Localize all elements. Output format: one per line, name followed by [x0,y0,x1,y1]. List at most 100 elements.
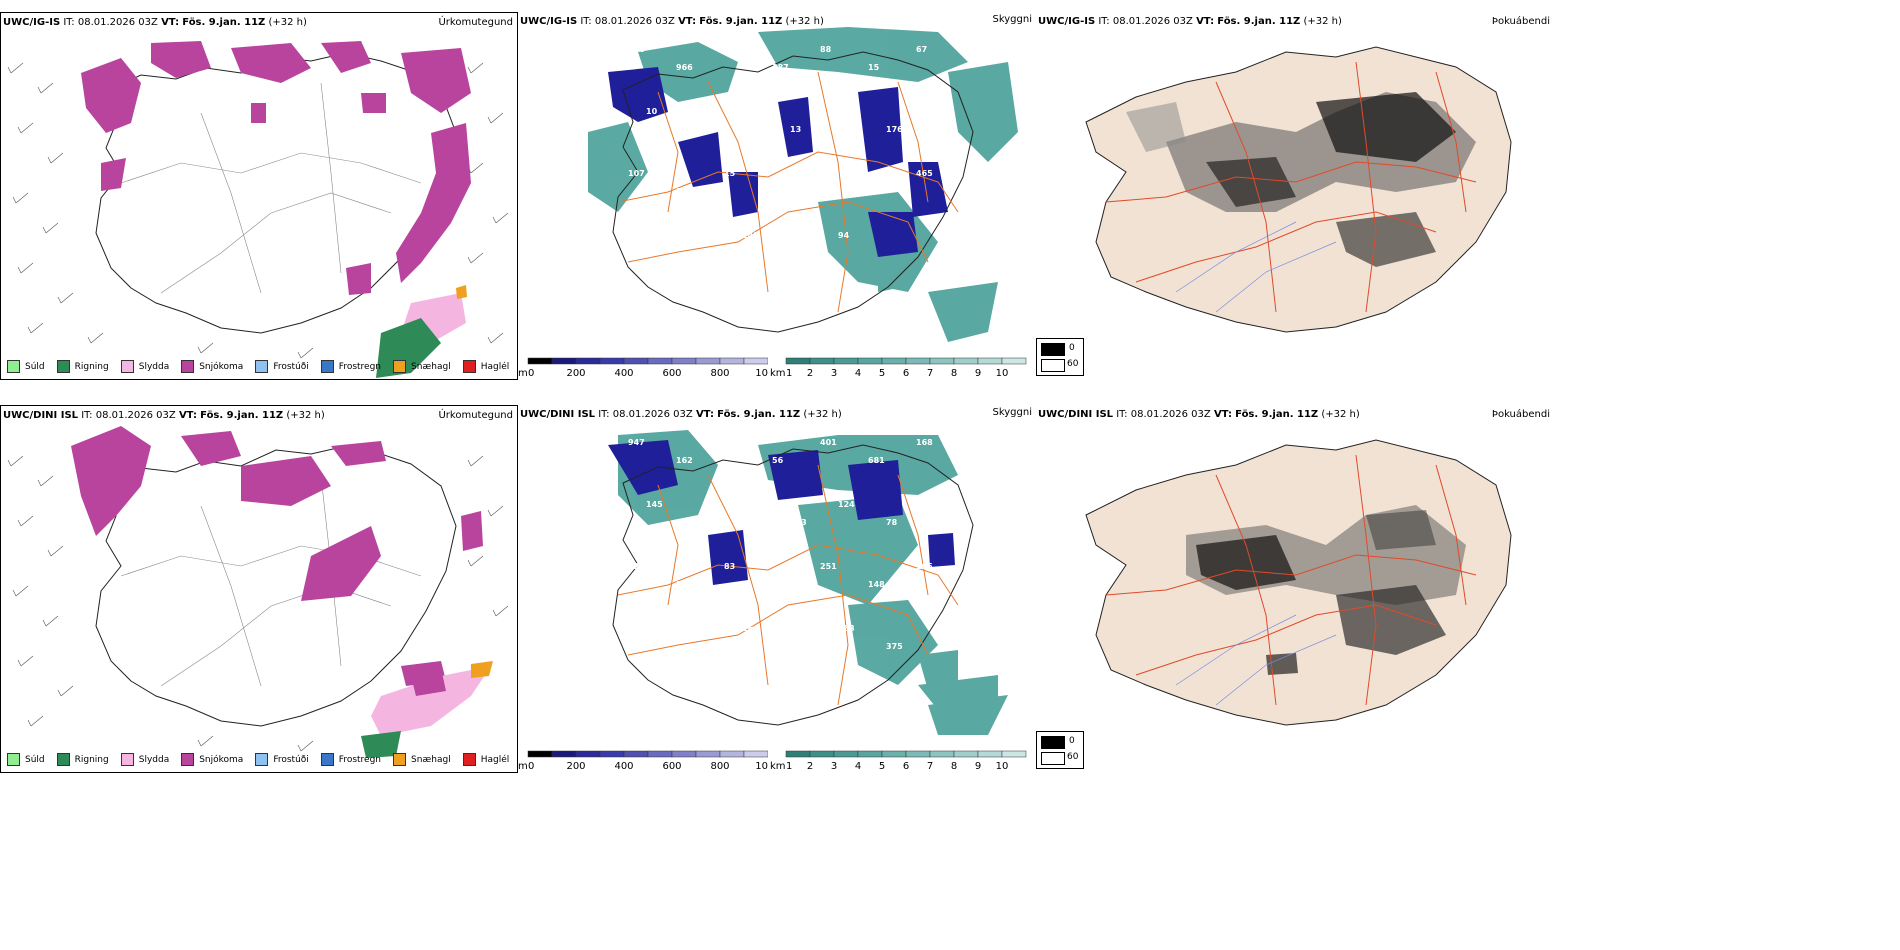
vis-blue-areas [608,440,955,585]
vis-m-colorbar: m0 200 400 600 800 1000 [518,750,768,772]
legend-swatch [462,753,476,766]
colorbar-cell [719,750,745,758]
sleet-areas [376,285,467,378]
colorbar-tick: 10 [996,761,1009,772]
vis-value: 145 [772,187,789,196]
vis-km-colorbar: km 1 2 3 4 5 6 7 8 9 10 [770,357,1027,379]
colorbar-cell [929,357,955,365]
fog-map-igis [1085,46,1512,333]
vis-value: 681 [868,456,885,465]
colorbar-cell [599,357,625,365]
vis-value: 10 [646,107,658,116]
legend-label: Rigning [74,754,109,765]
vis-value: 67 [916,45,927,54]
vis-value: 15 [868,63,880,72]
vis-value: 241 [790,642,807,651]
colorbar-cell [623,750,649,758]
colorbar-tick: 1 [786,761,792,772]
vis-value: 141 [742,231,759,240]
colorbar-unit: km [770,761,786,772]
iceland-outline [612,444,974,726]
colorbar-tick: 200 [566,761,585,772]
product-title: Skyggni [992,14,1032,25]
vis-value: 187 [772,63,789,72]
vis-blue-areas [608,67,948,257]
colorbar-cell [857,750,883,758]
vis-value: 115 [820,169,837,178]
vis-value: 232 [790,249,807,258]
colorbar-unit: km [770,368,786,379]
colorbar-cell [695,750,721,758]
vis-value: 966 [628,45,645,54]
legend-item-5: Frostregn [320,753,382,766]
vis-value: 251 [820,562,837,571]
legend-label: Haglél [480,754,510,765]
legend-label: Frostregn [338,754,382,765]
colorbar-cell [575,357,601,365]
vis-value: 200 [646,624,663,633]
colorbar-tick: 600 [662,368,681,379]
iceland-outline [612,51,974,333]
legend-label: Slydda [138,754,170,765]
vis-value: 993 [868,187,885,196]
visibility-map-dini: 947 162 137 56 401 681 168 145 128 159 103 124 78 104… [608,430,1008,735]
vis-value: 176 [886,125,903,134]
colorbar-cell [575,750,601,758]
vis-value: 168 [916,438,933,447]
sleet-areas [361,661,493,758]
vis-value: 195 [694,642,711,651]
vis-value: 104 [934,500,951,509]
fog-roads [1105,454,1477,706]
legend-item-2: Slydda [120,360,169,373]
vis-value: 165 [916,562,933,571]
product-title: Þokuábendi [1491,16,1550,27]
legend-item-7: Haglél [462,753,510,766]
panel-header: UWC/DINI ISL IT: 08.01.2026 03Z VT: Fös.… [520,409,842,420]
legend-swatch [393,753,407,766]
colorbar-tick: 8 [951,368,957,379]
vis-value: 966 [676,63,693,72]
vis-value: 145 [646,500,663,509]
legend-item-4: Frostúði [255,753,309,766]
colorbar-cell [1001,357,1027,365]
fog-roads [1105,61,1477,313]
legend-swatch [56,753,70,766]
legend-label: Súld [25,361,45,372]
vis-value: 121 [628,562,645,571]
colorbar-tick: 10 [996,368,1009,379]
vis-value: 264 [742,624,759,633]
colorbar-cell [551,750,577,758]
colorbar-tick: 0 [528,368,534,379]
model-name: UWC/DINI ISL [3,410,79,421]
colorbar-tick: 7 [927,368,933,379]
colorbar-tick: 400 [614,368,633,379]
colorbar-tick: 800 [710,761,729,772]
colorbar-cell [671,750,697,758]
legend-label: Snæhagl [411,754,451,765]
visibility-panel-igis: 966 966 938 187 88 15 67 10 160 957 13 84 176 120 107 1… [518,12,1036,380]
colorbar-cell [743,750,768,758]
vis-value: 128 [694,518,711,527]
colorbar-tick: 4 [855,761,861,772]
fog-panel-dini: UWC/DINI ISL IT: 08.01.2026 03Z VT: Fös.… [1036,405,1900,773]
legend-label: Frostúði [273,361,309,372]
colorbar-tick: 1000 [755,761,768,772]
legend-swatch [320,753,334,766]
product-title: Úrkomutegund [438,17,513,28]
product-title: Skyggni [992,407,1032,418]
colorbar-tick: 400 [614,761,633,772]
colorbar-cell [905,750,931,758]
colorbar-cell [881,750,907,758]
legend-label: Frostúði [273,754,309,765]
iceland-outline [95,52,457,334]
legend-label: Snjókoma [199,361,244,372]
product-title: Úrkomutegund [438,410,513,421]
legend-swatch [120,753,134,766]
legend-swatch [462,360,476,373]
colorbar-tick: 1 [786,368,792,379]
rivers [1175,221,1337,313]
colorbar-tick: 0 [528,761,534,772]
vis-value: 15 [724,169,736,178]
colorbar-cell [809,750,835,758]
colorbar-unit: m [518,761,528,772]
